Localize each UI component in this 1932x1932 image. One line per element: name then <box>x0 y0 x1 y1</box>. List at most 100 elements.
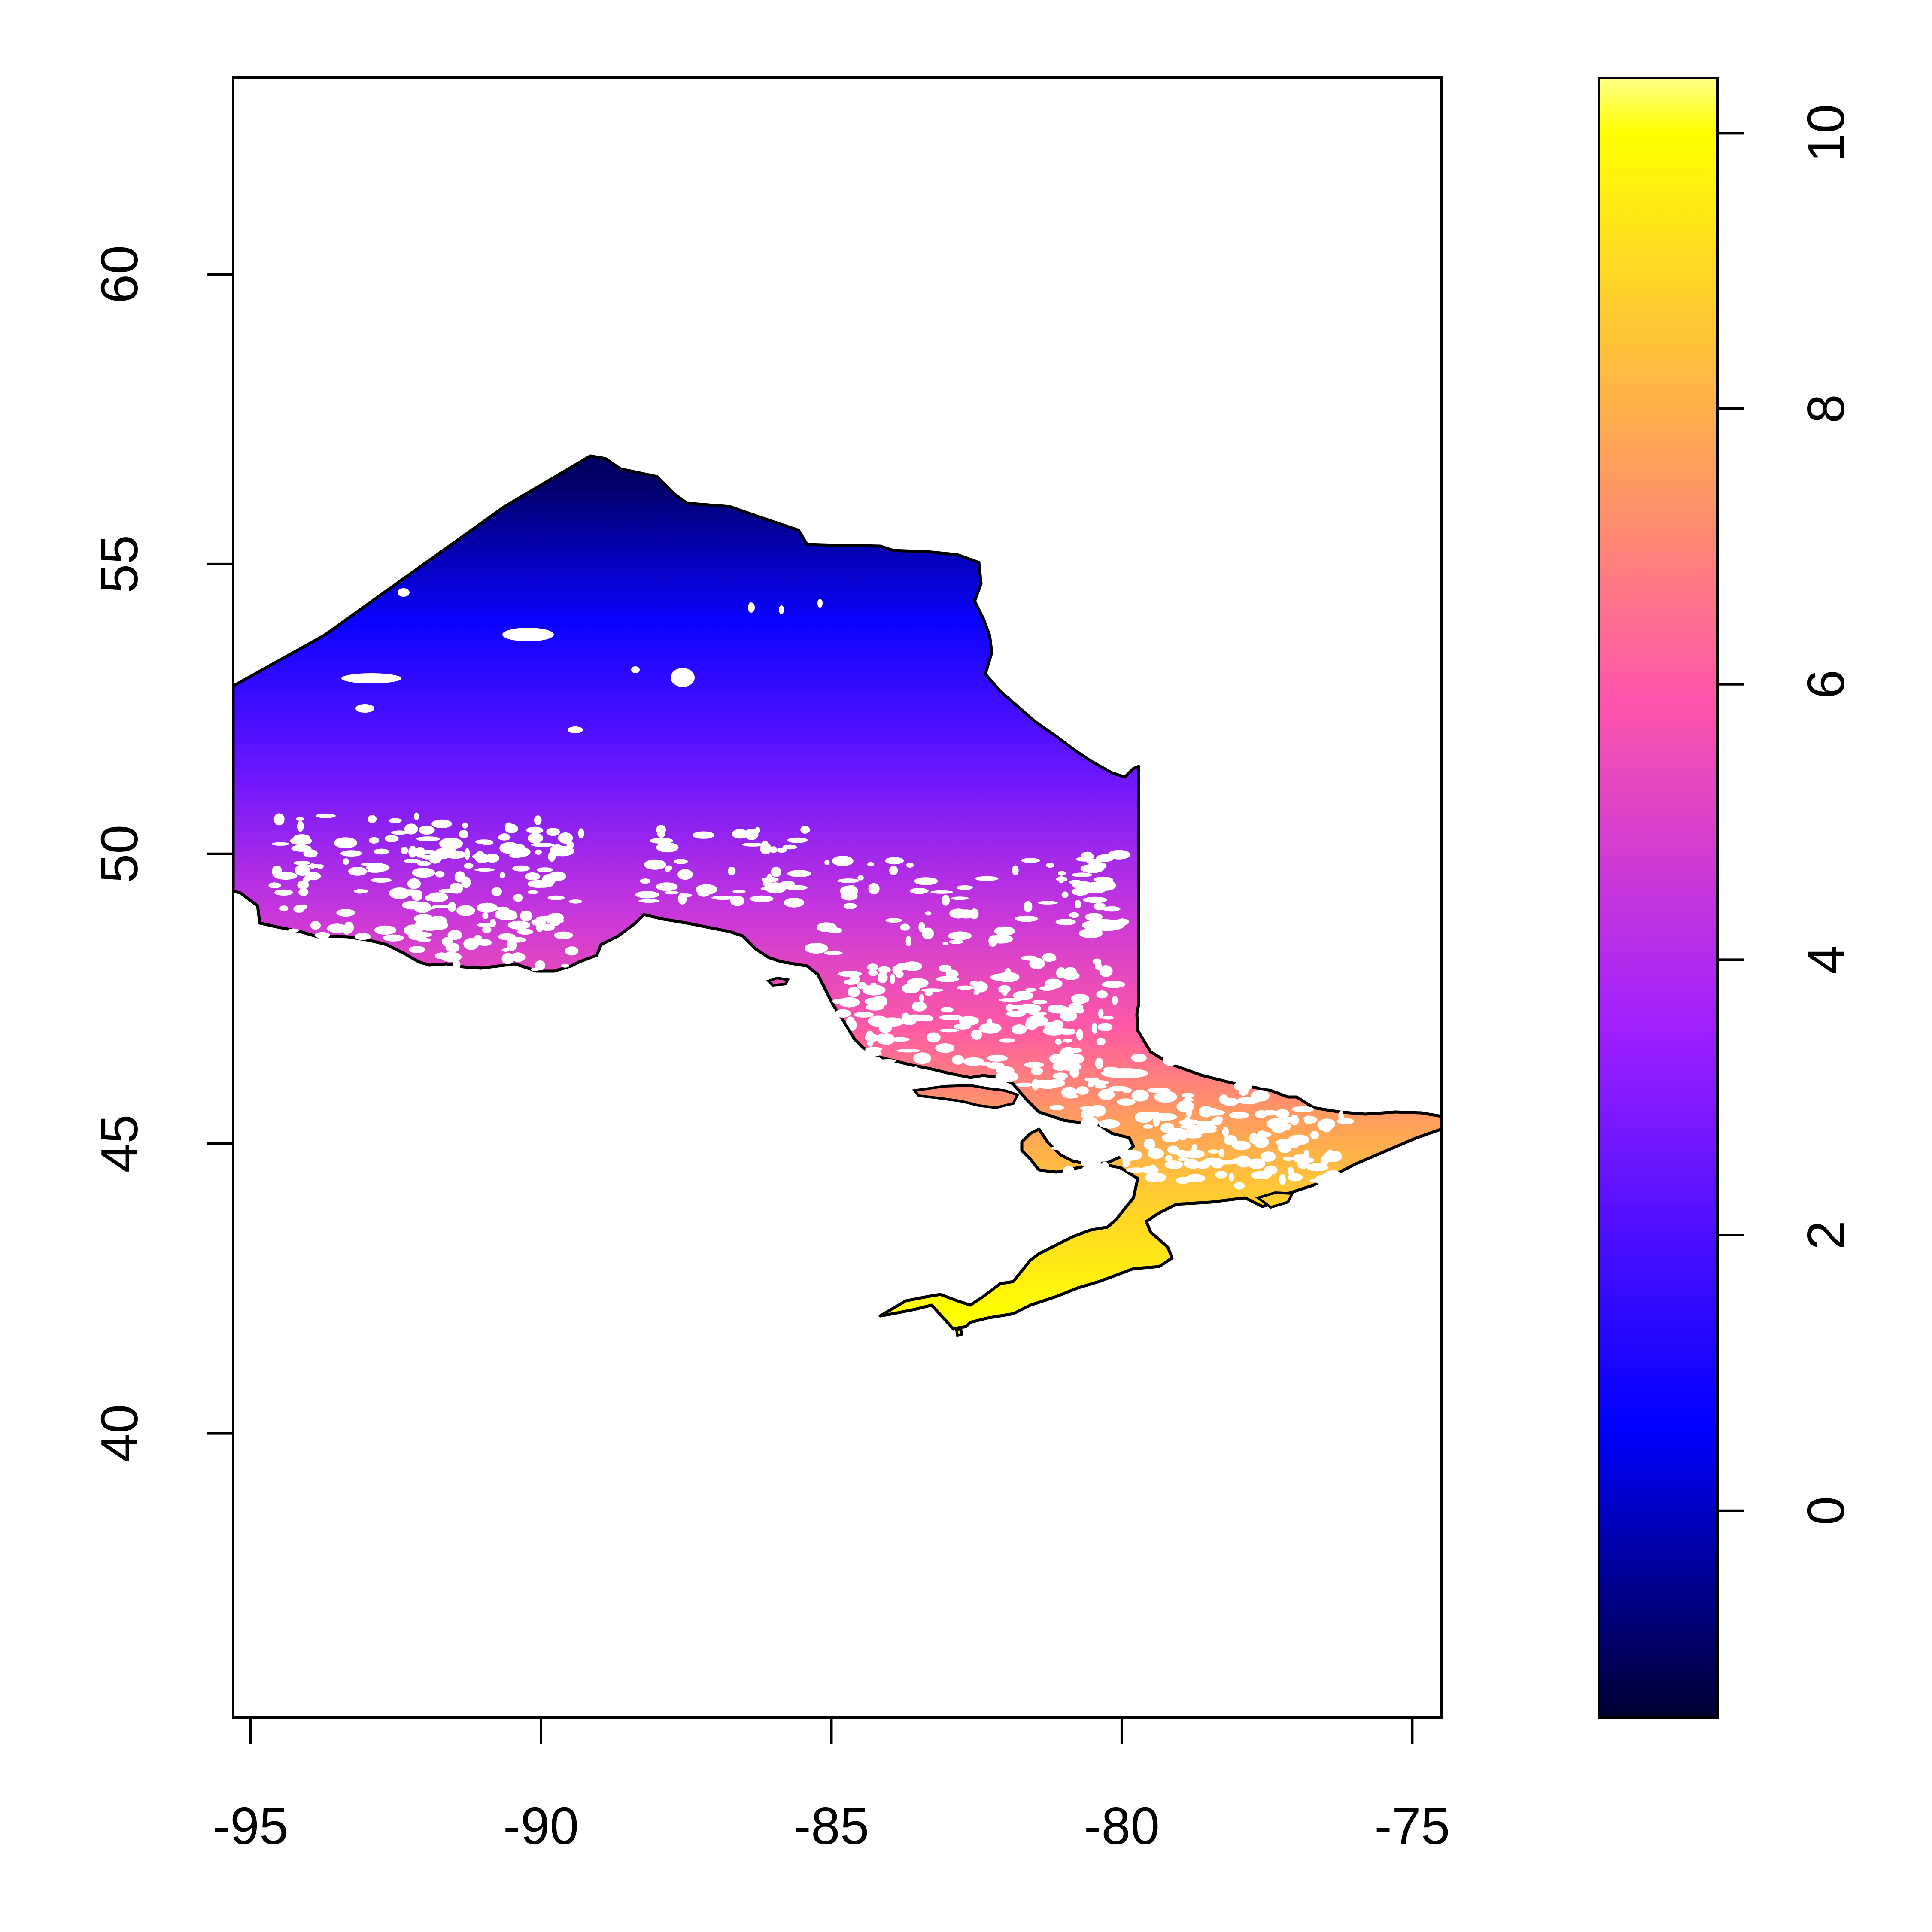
lake <box>926 1032 941 1043</box>
lake <box>1261 1151 1276 1162</box>
lake <box>528 833 543 844</box>
lake <box>1052 1062 1067 1071</box>
lake <box>1164 1160 1184 1169</box>
lake <box>306 864 325 868</box>
lake <box>1002 987 1008 996</box>
lake <box>475 851 485 863</box>
lake <box>343 858 349 865</box>
lake <box>987 1018 993 1026</box>
lake <box>1303 1116 1318 1124</box>
lake <box>295 864 310 876</box>
lake <box>316 813 336 818</box>
lake <box>828 927 842 933</box>
lake <box>1191 1144 1197 1154</box>
lake <box>805 943 828 954</box>
lake <box>939 964 952 972</box>
lake <box>1337 1098 1355 1108</box>
lake <box>755 827 760 834</box>
lake <box>889 866 898 875</box>
y-tick-label: 45 <box>90 1115 149 1173</box>
lake <box>878 1024 892 1033</box>
lake <box>548 871 567 881</box>
lake <box>1091 1022 1098 1034</box>
lake <box>1047 1079 1066 1088</box>
lake <box>727 866 736 875</box>
lake <box>656 882 678 891</box>
lake <box>491 887 502 896</box>
lake <box>1191 1058 1199 1069</box>
lake <box>868 970 878 976</box>
lake <box>1081 1158 1099 1168</box>
lake <box>404 823 418 835</box>
lake <box>1318 1182 1342 1194</box>
lake <box>1257 1132 1272 1138</box>
lake <box>1215 1160 1238 1165</box>
lake <box>459 830 468 838</box>
lake <box>1098 1089 1115 1100</box>
lake <box>1147 1148 1164 1159</box>
lake <box>1021 858 1040 863</box>
lake <box>817 599 823 608</box>
lake <box>401 847 408 854</box>
lake <box>697 889 711 897</box>
lake <box>568 899 583 904</box>
lake <box>298 888 309 896</box>
lake <box>864 997 884 1005</box>
lake <box>973 981 988 993</box>
lake <box>1135 1111 1153 1123</box>
lake <box>945 969 959 978</box>
lake <box>1327 1149 1333 1159</box>
lake <box>1045 863 1054 868</box>
lake <box>865 1033 879 1042</box>
lake <box>1179 1119 1200 1125</box>
lake <box>296 817 304 821</box>
lake <box>671 668 695 687</box>
lake <box>407 878 421 889</box>
lake <box>930 890 953 894</box>
lake <box>337 939 355 950</box>
lake <box>418 938 431 942</box>
lake <box>501 948 510 952</box>
lake <box>1069 912 1079 918</box>
lake <box>1236 1155 1252 1168</box>
lake <box>499 872 505 878</box>
lake <box>771 866 781 877</box>
lake <box>994 926 1015 936</box>
lake <box>1076 1086 1089 1095</box>
lake <box>447 902 456 912</box>
lake <box>939 1028 959 1033</box>
lake <box>578 828 584 839</box>
lake <box>391 830 408 835</box>
lake <box>1197 1120 1216 1128</box>
lake <box>868 883 880 895</box>
lake <box>1182 1150 1194 1158</box>
lake <box>414 812 419 820</box>
lake <box>550 844 565 857</box>
lake <box>1042 953 1056 962</box>
lake <box>892 965 902 975</box>
lake <box>1167 1128 1187 1136</box>
lake <box>958 1016 979 1026</box>
lake <box>1218 1149 1225 1157</box>
x-tick-label: -85 <box>793 1797 869 1855</box>
lake <box>1179 1058 1192 1065</box>
lake <box>912 1066 919 1075</box>
colorbar-legend: 0 2 4 6 8 10 <box>1598 77 1855 1719</box>
lake <box>389 818 402 823</box>
lake <box>1084 1077 1099 1082</box>
lake <box>1093 866 1100 873</box>
lake <box>1006 1011 1026 1017</box>
lake <box>631 666 640 673</box>
lake <box>292 948 306 956</box>
lake <box>1196 1161 1210 1169</box>
lake <box>956 909 976 919</box>
lake <box>644 859 666 870</box>
lake <box>1024 1062 1044 1068</box>
lake <box>561 963 570 968</box>
lake <box>1064 1094 1078 1099</box>
lake <box>1012 1024 1027 1035</box>
lake <box>1061 891 1069 898</box>
lake <box>1082 919 1125 931</box>
lake <box>1112 996 1118 1005</box>
